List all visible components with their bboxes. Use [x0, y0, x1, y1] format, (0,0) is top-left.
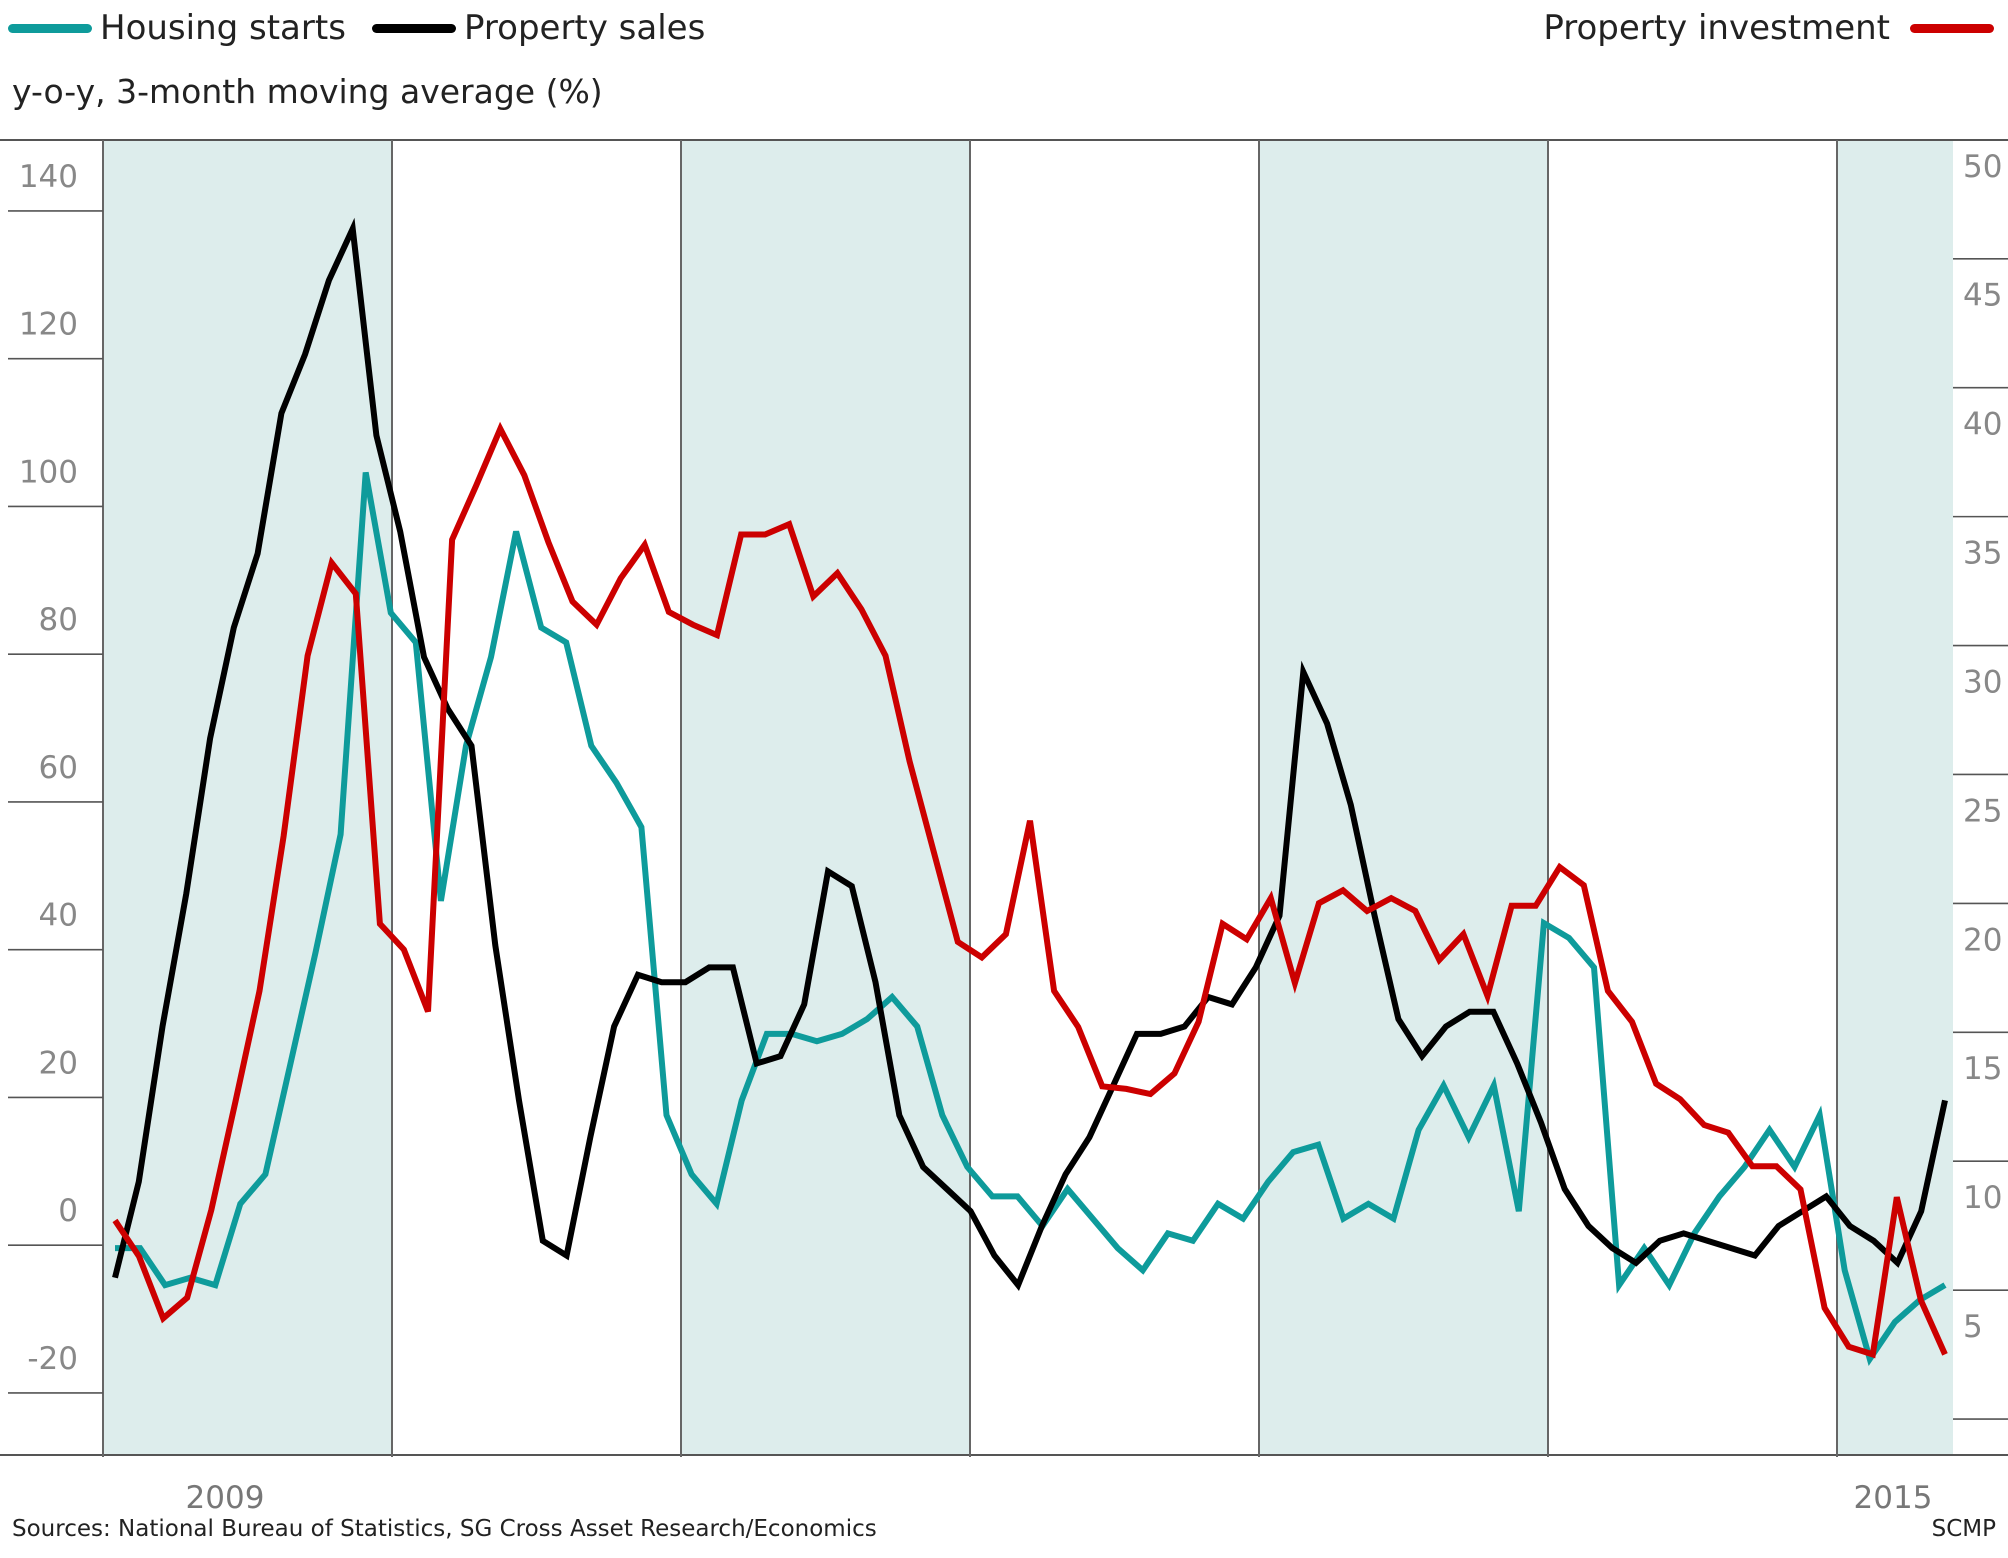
legend-label-property-sales: Property sales: [464, 8, 706, 48]
left-tick-label: 0: [58, 1193, 78, 1229]
chart-subtitle: y-o-y, 3-month moving average (%): [12, 72, 603, 111]
left-tick-label: 80: [39, 602, 78, 638]
right-tick-label: 5: [1963, 1309, 1983, 1345]
legend-swatch-housing-starts: [8, 23, 92, 33]
legend-item-property-investment: Property investment: [1543, 8, 1994, 48]
right-tick-label: 35: [1963, 536, 2002, 572]
left-tick-label: 140: [19, 159, 78, 195]
x-tick-label-2009: 2009: [186, 1480, 265, 1516]
shaded-band-2011: [681, 140, 970, 1455]
publisher-credit: SCMP: [1931, 1516, 1996, 1542]
legend-item-property-sales: Property sales: [372, 8, 705, 48]
left-tick-label: 100: [19, 454, 78, 490]
legend-label-housing-starts: Housing starts: [100, 8, 346, 48]
left-tick-label: 60: [39, 750, 78, 786]
right-tick-label: 50: [1963, 149, 2002, 185]
series-line-housing-starts: [115, 471, 1947, 1367]
left-tick-label: 20: [39, 1045, 78, 1081]
legend: Housing starts Property sales Property i…: [0, 8, 2008, 58]
right-tick-label: 40: [1963, 407, 2002, 443]
legend-swatch-property-sales: [372, 23, 456, 33]
right-tick-label: 25: [1963, 793, 2002, 829]
series-lines: [112, 217, 1948, 1367]
shaded-year-bands: [103, 140, 1953, 1455]
series-line-property-sales: [112, 217, 1948, 1291]
left-tick-label: -20: [27, 1341, 78, 1377]
right-tick-label: 10: [1963, 1180, 2002, 1216]
series-line-property-investment: [112, 421, 1948, 1359]
right-tick-label: 45: [1963, 278, 2002, 314]
shaded-band-2013: [1259, 140, 1548, 1455]
legend-swatch-property-investment: [1910, 23, 1994, 33]
legend-item-housing-starts: Housing starts: [8, 8, 346, 48]
sources-note: Sources: National Bureau of Statistics, …: [12, 1516, 877, 1542]
shaded-band-2015: [1837, 140, 1953, 1455]
right-tick-label: 30: [1963, 664, 2002, 700]
axis-tick-labels: 140120100806040200-205045403530252015105…: [19, 149, 2003, 1516]
legend-label-property-investment: Property investment: [1543, 8, 1890, 48]
axis-gridlines: [0, 139, 2008, 1457]
right-tick-label: 20: [1963, 922, 2002, 958]
left-tick-label: 40: [39, 898, 78, 934]
left-tick-label: 120: [19, 307, 78, 343]
x-tick-label-2015: 2015: [1854, 1480, 1933, 1516]
right-tick-label: 15: [1963, 1051, 2002, 1087]
